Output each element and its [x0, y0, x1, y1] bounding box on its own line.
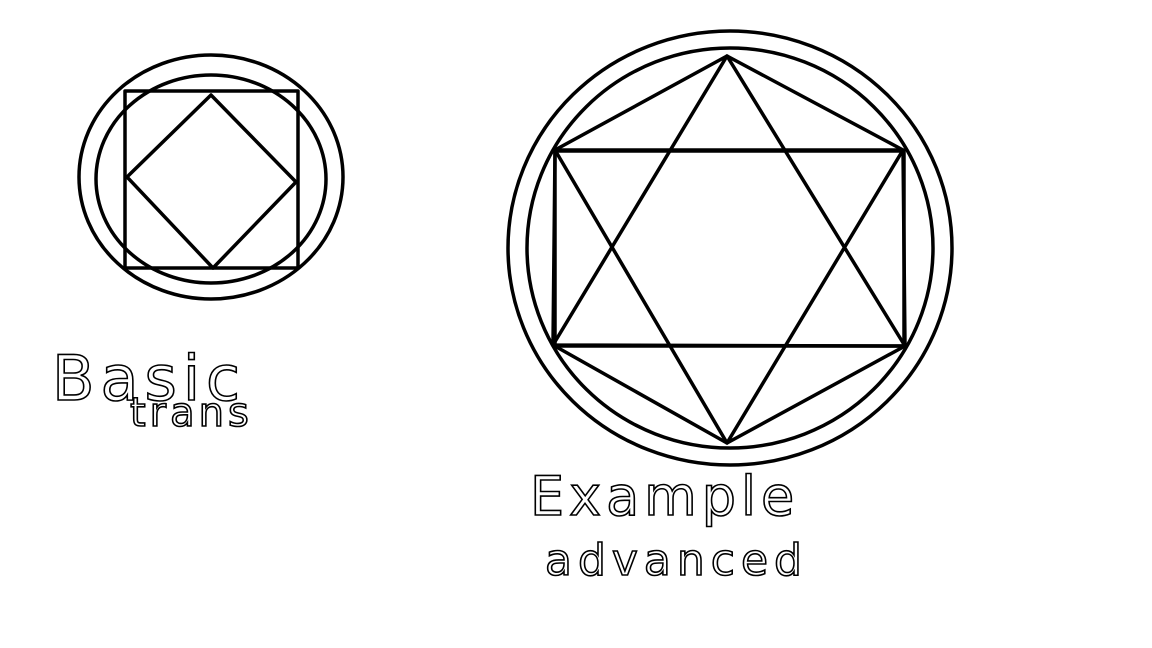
label: Basic [52, 342, 246, 415]
advanced-circle [506, 29, 954, 467]
inner-ring [94, 73, 328, 285]
diamond [125, 93, 298, 270]
outer-ring [506, 29, 954, 467]
label: Example [530, 465, 799, 528]
outer-ring [77, 53, 345, 301]
rectangle [553, 149, 906, 348]
basic-circle [77, 53, 345, 301]
label: trans [130, 390, 253, 436]
label: advanced [545, 535, 808, 586]
inner-ring [525, 46, 935, 450]
